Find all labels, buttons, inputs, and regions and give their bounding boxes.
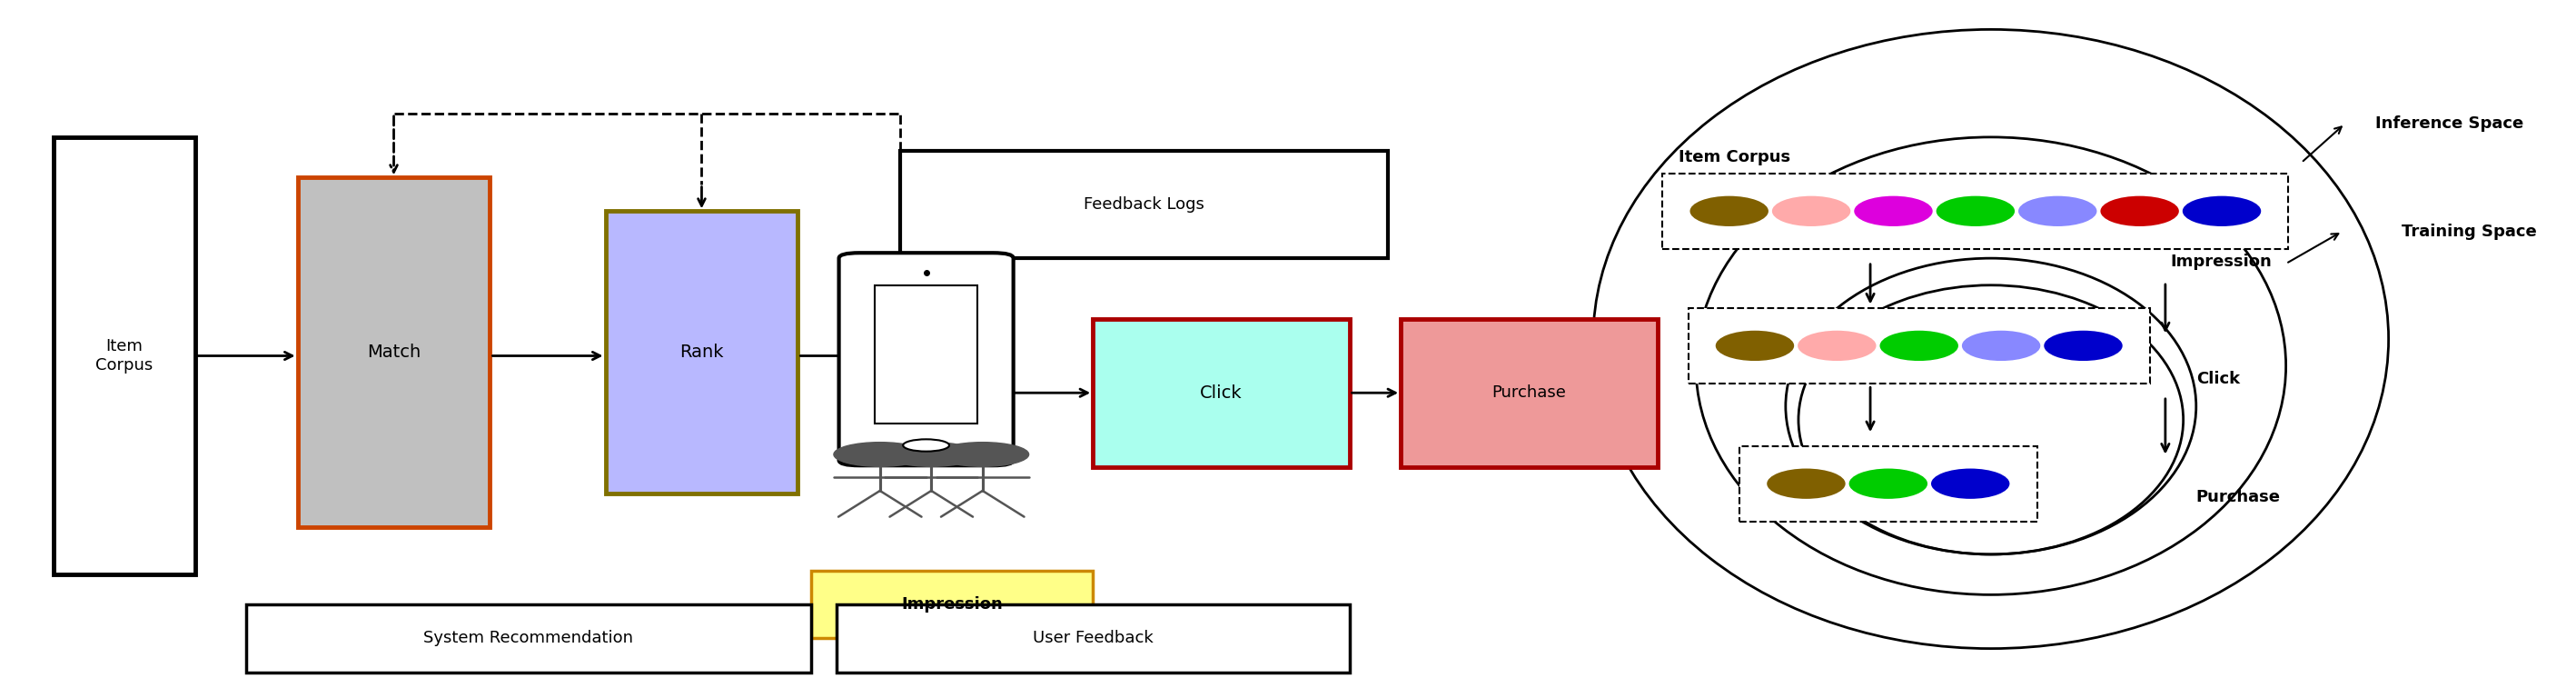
FancyBboxPatch shape: [1401, 319, 1656, 467]
FancyBboxPatch shape: [876, 285, 976, 423]
Text: Inference Space: Inference Space: [2375, 115, 2524, 132]
Circle shape: [938, 442, 1028, 466]
Text: Item Corpus: Item Corpus: [1680, 149, 1790, 165]
Ellipse shape: [1767, 468, 1844, 499]
Text: User Feedback: User Feedback: [1033, 631, 1154, 647]
Ellipse shape: [1772, 196, 1850, 226]
Ellipse shape: [1880, 331, 1958, 361]
Text: Impression: Impression: [2172, 254, 2272, 270]
Circle shape: [886, 442, 976, 466]
Ellipse shape: [1798, 331, 1875, 361]
Ellipse shape: [2043, 331, 2123, 361]
Text: Item
Corpus: Item Corpus: [95, 338, 152, 374]
FancyBboxPatch shape: [1662, 174, 2287, 249]
Circle shape: [835, 442, 927, 466]
Ellipse shape: [2099, 196, 2179, 226]
Text: Purchase: Purchase: [2197, 489, 2280, 505]
Ellipse shape: [1690, 196, 1770, 226]
Ellipse shape: [1963, 331, 2040, 361]
Ellipse shape: [1937, 196, 2014, 226]
FancyBboxPatch shape: [811, 571, 1092, 639]
Ellipse shape: [2020, 196, 2097, 226]
FancyBboxPatch shape: [299, 178, 489, 527]
Text: Rank: Rank: [680, 344, 724, 361]
FancyBboxPatch shape: [837, 605, 1350, 672]
FancyBboxPatch shape: [840, 253, 1012, 466]
Text: Match: Match: [366, 344, 420, 361]
Ellipse shape: [1855, 196, 1932, 226]
FancyBboxPatch shape: [1687, 308, 2151, 384]
Text: Feedback Logs: Feedback Logs: [1084, 196, 1206, 213]
Ellipse shape: [2182, 196, 2262, 226]
Ellipse shape: [1716, 331, 1793, 361]
Text: Purchase: Purchase: [1492, 384, 1566, 401]
Text: Click: Click: [2197, 371, 2239, 388]
FancyBboxPatch shape: [1739, 446, 2038, 521]
FancyBboxPatch shape: [605, 211, 799, 494]
Ellipse shape: [1932, 468, 2009, 499]
FancyBboxPatch shape: [902, 151, 1388, 258]
Text: System Recommendation: System Recommendation: [422, 631, 634, 647]
Circle shape: [904, 439, 948, 452]
FancyBboxPatch shape: [54, 137, 196, 574]
Text: Click: Click: [1200, 384, 1242, 401]
Text: Training Space: Training Space: [2401, 223, 2537, 239]
Text: Impression: Impression: [902, 597, 1002, 613]
FancyBboxPatch shape: [1092, 319, 1350, 467]
Ellipse shape: [1850, 468, 1927, 499]
FancyBboxPatch shape: [247, 605, 811, 672]
